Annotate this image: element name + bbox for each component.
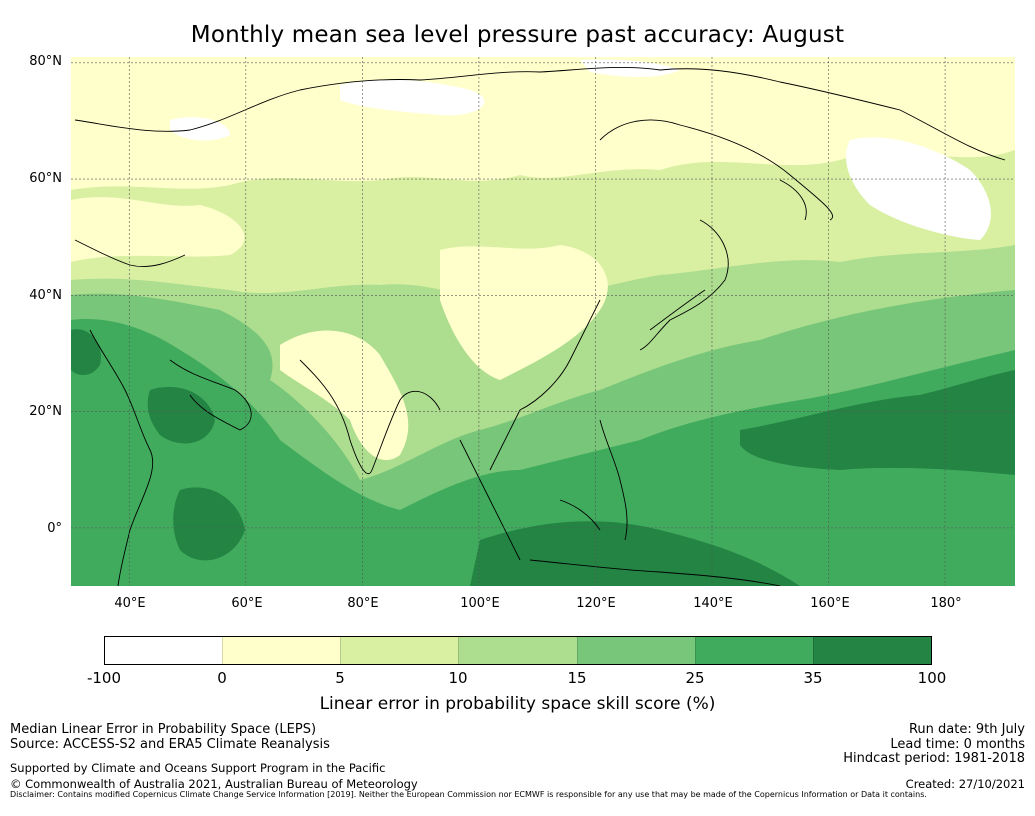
colorbar-tick-10: 10 [448, 669, 468, 687]
colorbar-label: Linear error in probability space skill … [319, 694, 716, 714]
footer-support: Supported by Climate and Oceans Support … [10, 761, 386, 775]
skill-region-white-1 [340, 79, 485, 116]
skill-region-white-2 [580, 59, 680, 77]
lat-label-40n: 40°N [29, 288, 62, 303]
footer-leps-label: Median Linear Error in Probability Space… [10, 722, 317, 737]
footer-source: Source: ACCESS-S2 and ERA5 Climate Reana… [10, 737, 330, 752]
lon-label-100e: 100°E [460, 596, 500, 611]
coastlines [74, 66, 1006, 586]
colorbar-tick-35: 35 [803, 669, 823, 687]
colorbar-tick-15: 15 [567, 669, 587, 687]
lon-label-140e: 140°E [693, 596, 733, 611]
footer-lead-time: Lead time: 0 months [890, 737, 1025, 752]
skill-region-dark-3 [147, 386, 215, 444]
lat-label-60n: 60°N [29, 171, 62, 186]
skill-region-yellow-3 [440, 245, 608, 380]
colorbar-tick--100: -100 [86, 669, 122, 687]
lon-label-160e: 160°E [810, 596, 850, 611]
lon-label-60e: 60°E [231, 596, 263, 611]
lat-label-20n: 20°N [29, 404, 62, 419]
footer-run-date: Run date: 9th July [908, 722, 1025, 737]
footer-hindcast: Hindcast period: 1981-2018 [843, 751, 1025, 766]
skill-region-dark-1 [740, 370, 1015, 475]
colorbar-seg-0 [105, 637, 223, 664]
skill-region-dark-4 [71, 329, 101, 375]
lat-label-0: 0° [47, 521, 62, 536]
map-title: Monthly mean sea level pressure past acc… [190, 22, 845, 48]
colorbar-seg-1 [222, 637, 341, 664]
skill-region-dark-5 [173, 487, 245, 561]
lat-label-80n: 80°N [29, 54, 62, 69]
colorbar [104, 636, 932, 665]
lon-label-180: 180° [930, 596, 962, 611]
skill-region-yellow-4 [280, 330, 409, 461]
lon-label-120e: 120°E [576, 596, 616, 611]
skill-region-yellow [71, 57, 1015, 190]
colorbar-tick-5: 5 [335, 669, 345, 687]
skill-score-map [71, 57, 1015, 586]
colorbar-seg-2 [340, 637, 459, 664]
colorbar-tick-100: 100 [917, 669, 947, 687]
skill-region-green [71, 319, 1015, 586]
lon-label-80e: 80°E [347, 596, 379, 611]
lon-label-40e: 40°E [114, 596, 146, 611]
skill-region-dark-2 [470, 521, 800, 586]
colorbar-tick-25: 25 [685, 669, 705, 687]
footer-created: Created: 27/10/2021 [905, 777, 1025, 791]
footer-copyright: © Commonwealth of Australia 2021, Austra… [10, 777, 418, 791]
skill-region-yellow-2 [71, 197, 245, 262]
colorbar-seg-5 [694, 637, 813, 664]
colorbar-seg-4 [576, 637, 695, 664]
colorbar-tick-0: 0 [217, 669, 227, 687]
colorbar-seg-3 [458, 637, 577, 664]
skill-region-white-4 [170, 117, 230, 141]
colorbar-seg-6 [812, 637, 931, 664]
footer-disclaimer: Disclaimer: Contains modified Copernicus… [10, 790, 927, 799]
map-gridlines [71, 57, 1015, 586]
skill-region-white-3 [846, 137, 991, 240]
